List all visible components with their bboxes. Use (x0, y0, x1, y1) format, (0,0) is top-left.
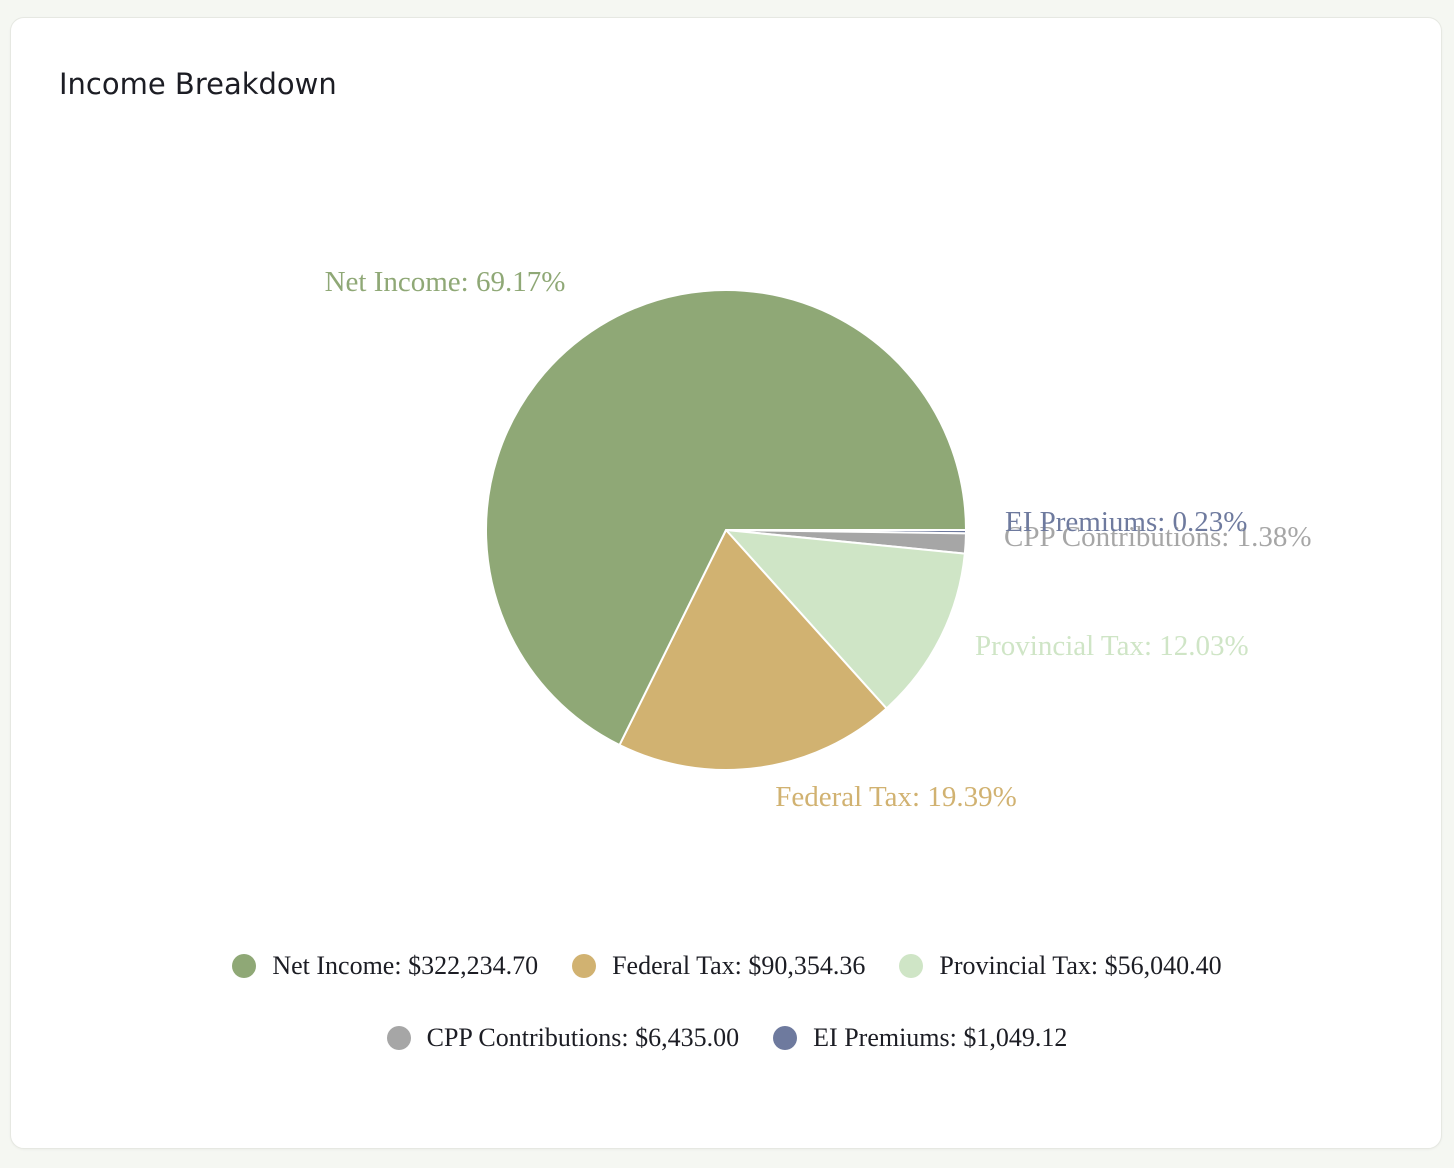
legend-label: CPP Contributions: $6,435.00 (426, 1023, 740, 1052)
legend-swatch (232, 954, 257, 978)
legend-item-net-income[interactable]: Net Income: $322,234.70 (232, 951, 538, 981)
pie-slice-federal-tax[interactable] (618, 528, 888, 771)
pie-slice-provincial-tax[interactable] (723, 528, 966, 710)
pie-slice-net-income[interactable] (485, 289, 968, 747)
legend-item-provincial-tax[interactable]: Provincial Tax: $56,040.40 (899, 951, 1222, 981)
slice-label-cpp-contributions: CPP Contributions: 1.38% (1004, 521, 1312, 553)
legend-swatch (572, 954, 597, 978)
legend-label: Provincial Tax: $56,040.40 (939, 951, 1222, 980)
card-title: Income Breakdown (59, 67, 337, 101)
slice-label-provincial-tax: Provincial Tax: 12.03% (975, 630, 1249, 662)
slice-label-ei-premiums: EI Premiums: 0.23% (1005, 506, 1247, 538)
legend-item-federal-tax[interactable]: Federal Tax: $90,354.36 (572, 951, 865, 981)
legend-item-ei-premiums[interactable]: EI Premiums: $1,049.12 (773, 1023, 1067, 1053)
legend-label: Federal Tax: $90,354.36 (612, 951, 866, 980)
legend-label: EI Premiums: $1,049.12 (813, 1023, 1068, 1052)
chart-legend: Net Income: $322,234.70 Federal Tax: $90… (0, 946, 1454, 1058)
legend-row: Net Income: $322,234.70 Federal Tax: $90… (0, 946, 1454, 986)
legend-swatch (899, 954, 924, 978)
pie-slices (485, 289, 968, 771)
pie-slice-labels: Net Income: 69.17% Federal Tax: 19.39% Pro… (325, 266, 1312, 813)
legend-label: Net Income: $322,234.70 (272, 951, 539, 980)
slice-label-federal-tax: Federal Tax: 19.39% (775, 781, 1016, 813)
legend-swatch (386, 1026, 411, 1050)
slice-label-net-income: Net Income: 69.17% (325, 266, 566, 298)
legend-item-cpp-contributions[interactable]: CPP Contributions: $6,435.00 (386, 1023, 740, 1053)
legend-swatch (773, 1026, 798, 1050)
legend-row: CPP Contributions: $6,435.00 EI Premiums… (0, 1018, 1454, 1058)
